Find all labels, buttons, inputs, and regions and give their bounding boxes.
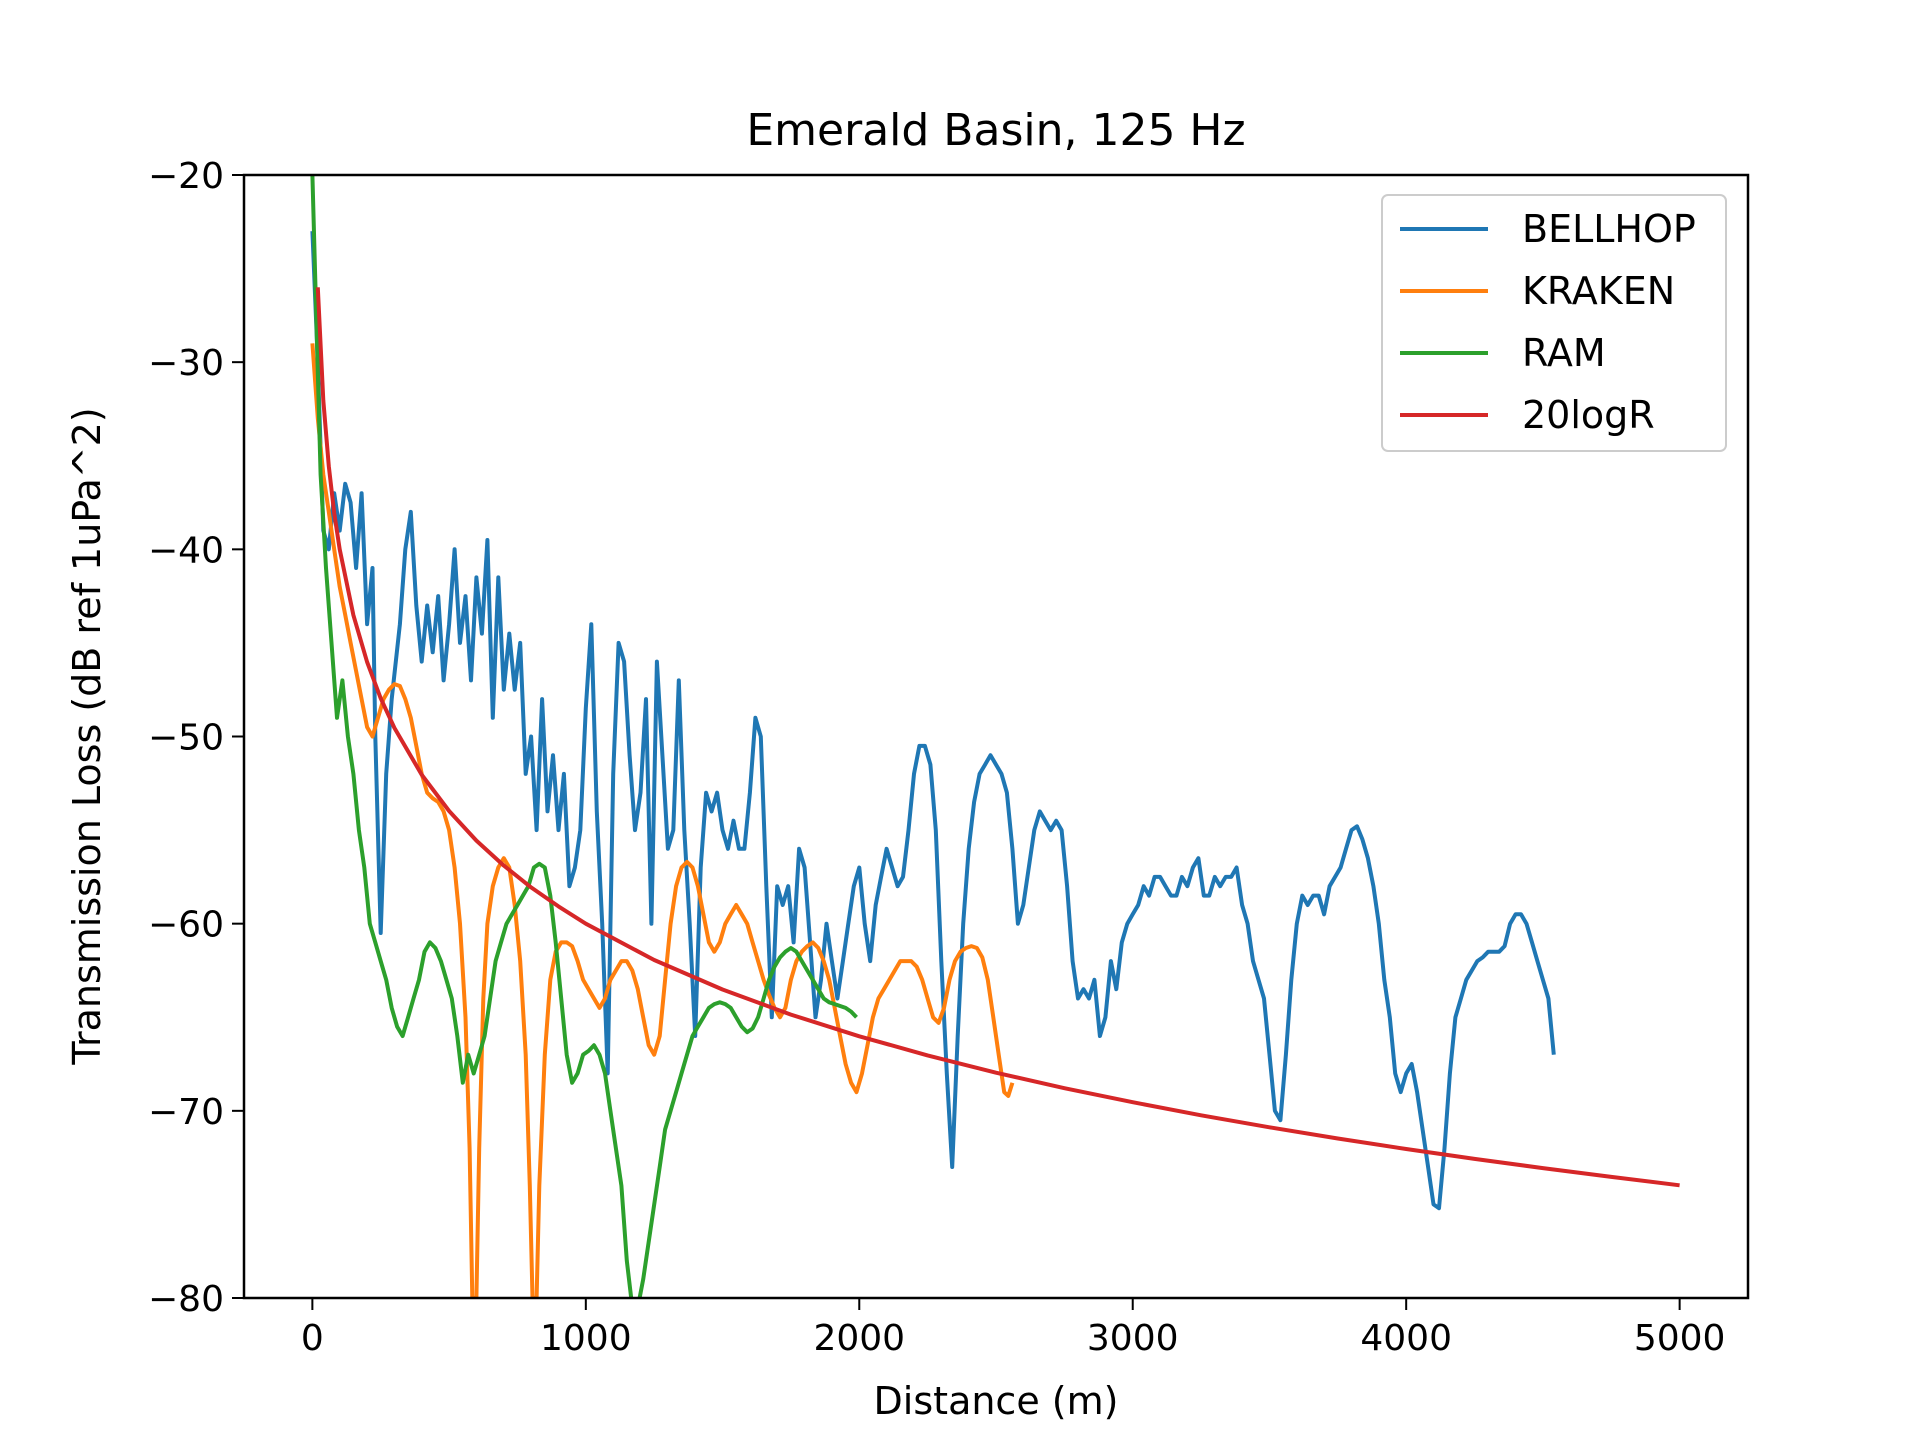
legend-box	[1381, 194, 1727, 452]
x-tick-label: 5000	[1634, 1318, 1726, 1359]
y-tick-label: −60	[148, 905, 224, 946]
y-tick-label: −30	[148, 343, 224, 384]
legend-label: 20logR	[1522, 393, 1655, 437]
series-line-20logr	[315, 287, 1680, 1188]
y-tick-label: −70	[148, 1092, 224, 1133]
series-line-ram	[310, 175, 858, 1298]
legend-label: BELLHOP	[1522, 207, 1696, 251]
legend-label: RAM	[1522, 331, 1606, 375]
series-layer	[310, 175, 1680, 1298]
series-line-kraken	[310, 343, 1015, 1298]
x-axis-label: Distance (m)	[874, 1379, 1119, 1423]
y-tick-label: −40	[148, 530, 224, 571]
x-tick-label: 0	[301, 1318, 324, 1359]
y-tick-label: −50	[148, 718, 224, 759]
x-tick-label: 3000	[1087, 1318, 1179, 1359]
legend: BELLHOP KRAKEN RAM 20logR	[1381, 194, 1727, 452]
x-tick-label: 2000	[813, 1318, 905, 1359]
legend-label: KRAKEN	[1522, 269, 1675, 313]
y-tick-label: −80	[148, 1279, 224, 1320]
series-line-bellhop	[310, 231, 1556, 1211]
x-tick-label: 1000	[540, 1318, 632, 1359]
y-tick-label: −20	[148, 156, 224, 197]
x-axis: 0 1000 2000 3000 4000 5000	[301, 1298, 1726, 1359]
x-tick-label: 4000	[1360, 1318, 1452, 1359]
chart-title: Emerald Basin, 125 Hz	[746, 105, 1245, 156]
y-axis: −80 −70 −60 −50 −40 −30 −20	[148, 156, 244, 1320]
plot-area	[310, 175, 1680, 1298]
y-axis-label: Transmission Loss (dB ref 1uPa^2)	[65, 407, 109, 1065]
